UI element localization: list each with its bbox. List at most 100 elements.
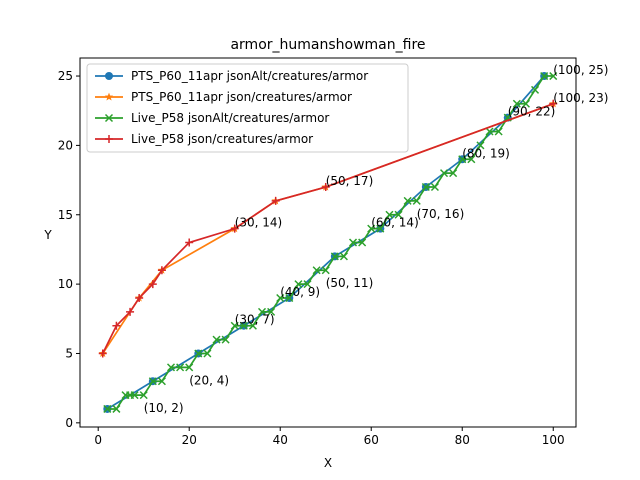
data-point [321, 183, 330, 192]
legend-label: PTS_P60_11apr jsonAlt/creatures/armor [131, 69, 368, 83]
y-tick-label: 10 [58, 277, 73, 291]
data-point [185, 363, 194, 372]
x-tick-label: 100 [542, 433, 565, 447]
data-label: (100, 23) [553, 91, 608, 105]
data-point [166, 363, 176, 372]
data-point [276, 293, 285, 303]
y-tick-label: 5 [65, 346, 73, 360]
data-point [130, 391, 139, 400]
data-point [449, 169, 458, 178]
data-point [358, 238, 367, 247]
legend-label: Live_P58 json/creatures/armor [131, 132, 313, 146]
data-point [549, 99, 558, 108]
data-point [230, 321, 239, 330]
legend-entry: PTS_P60_11apr json/creatures/armor [95, 90, 352, 104]
chart-title: armor_humanshowman_fire [230, 37, 425, 53]
data-point [112, 321, 121, 330]
data-point [257, 307, 267, 316]
y-tick-label: 20 [58, 138, 73, 152]
y-tick-label: 15 [58, 208, 73, 222]
legend-entry: Live_P58 json/creatures/armor [95, 132, 313, 146]
plot-frame [79, 57, 577, 428]
legend-entry: Live_P58 jsonAlt/creatures/armor [95, 111, 329, 125]
data-point [430, 182, 439, 192]
data-point [512, 99, 521, 108]
data-point [531, 85, 540, 94]
data-label: (60, 14) [371, 216, 419, 230]
data-label: (70, 16) [417, 207, 465, 221]
data-point [103, 404, 112, 413]
data-point [485, 127, 494, 136]
data-point [294, 280, 303, 289]
data-point [203, 349, 212, 358]
data-point [476, 141, 485, 150]
data-point [221, 335, 230, 344]
data-point [139, 391, 148, 400]
y-tick-label: 25 [58, 69, 73, 83]
y-tick-label: 0 [65, 416, 73, 430]
data-point [148, 377, 157, 386]
data-point [267, 307, 276, 316]
data-point [494, 127, 503, 136]
data-point [135, 293, 144, 302]
legend-label: Live_P58 jsonAlt/creatures/armor [131, 111, 329, 125]
data-label: (30, 14) [235, 216, 283, 230]
data-point [303, 280, 312, 289]
data-label: (30, 7) [235, 313, 275, 327]
data-point [348, 238, 358, 247]
data-point [549, 72, 558, 81]
data-point [212, 335, 221, 344]
data-point [339, 252, 348, 261]
data-point [412, 196, 421, 205]
data-point [98, 349, 107, 358]
data-point [285, 293, 294, 303]
x-axis-label: X [324, 456, 332, 470]
plot-area: 0 20 40 60 80 100 0 5 10 15 20 25 (10, 2) (20, 4) (30,… [58, 63, 609, 447]
y-axis-label: Y [43, 228, 52, 242]
legend: PTS_P60_11apr jsonAlt/creatures/armor PTS… [86, 63, 409, 153]
data-point [376, 224, 385, 233]
data-point [185, 238, 194, 247]
legend-label: PTS_P60_11apr json/creatures/armor [131, 90, 352, 104]
data-point [271, 196, 280, 205]
data-point [458, 155, 467, 164]
data-label: (20, 4) [189, 373, 229, 387]
x-tick-label: 20 [182, 433, 197, 447]
data-label: (100, 25) [553, 63, 608, 77]
data-label: (10, 2) [144, 401, 184, 415]
data-label: (80, 19) [462, 146, 510, 160]
data-point [112, 404, 121, 413]
data-point [312, 266, 321, 275]
data-point [157, 266, 166, 275]
data-point [521, 99, 530, 108]
data-point [194, 349, 203, 358]
data-label: (90, 22) [508, 105, 556, 119]
data-point [540, 72, 549, 81]
data-point [467, 155, 476, 164]
data-point [403, 196, 412, 205]
data-point [421, 182, 430, 192]
series-x [103, 72, 558, 413]
x-tick-label: 0 [94, 433, 102, 447]
x-tick-label: 80 [455, 433, 470, 447]
data-point [248, 321, 257, 330]
data-point [104, 113, 114, 123]
data-point [394, 210, 403, 219]
data-point [239, 321, 248, 330]
x-tick-label: 60 [364, 433, 379, 447]
data-point [440, 169, 449, 178]
data-point [104, 92, 114, 101]
data-label: (40, 9) [280, 285, 320, 299]
data-point [105, 135, 113, 143]
data-point [367, 224, 376, 233]
series-plus [98, 99, 558, 358]
data-point [157, 377, 166, 386]
data-point [321, 266, 330, 275]
data-point [105, 72, 113, 80]
legend-box [86, 63, 409, 153]
data-label: (50, 17) [326, 174, 374, 188]
data-point [126, 307, 135, 316]
x-tick-label: 40 [273, 433, 288, 447]
legend-entry: PTS_P60_11apr jsonAlt/creatures/armor [95, 69, 368, 83]
